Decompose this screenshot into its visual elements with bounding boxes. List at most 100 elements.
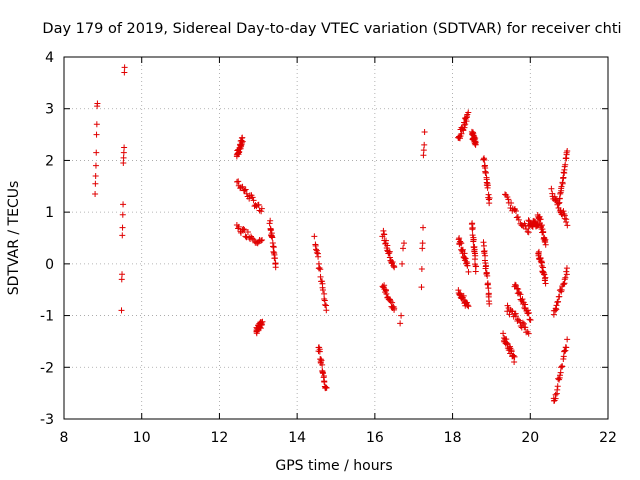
data-point xyxy=(242,186,249,193)
data-point xyxy=(561,215,568,222)
data-point xyxy=(484,272,491,279)
y-axis-label: SDTVAR / TECUs xyxy=(6,181,22,296)
data-point xyxy=(272,264,279,271)
data-point xyxy=(525,330,532,337)
data-point xyxy=(517,319,524,326)
data-point xyxy=(481,250,488,257)
data-point xyxy=(519,319,526,326)
data-point xyxy=(419,240,426,247)
data-point xyxy=(461,122,468,129)
data-point xyxy=(537,216,544,223)
data-point xyxy=(510,352,517,359)
x-tick-label: 16 xyxy=(366,430,384,446)
data-point xyxy=(512,281,519,288)
data-point xyxy=(465,109,472,116)
data-point xyxy=(383,237,390,244)
data-point xyxy=(120,154,127,161)
data-point xyxy=(563,216,570,223)
data-point xyxy=(552,391,559,398)
data-point xyxy=(563,344,570,351)
data-point xyxy=(235,223,242,230)
data-point xyxy=(542,239,549,246)
grid-lines xyxy=(64,57,608,419)
y-tick-label: 0 xyxy=(45,257,54,273)
data-point xyxy=(485,285,492,292)
y-tick-label: 3 xyxy=(45,102,54,118)
data-point xyxy=(525,217,532,224)
data-point xyxy=(317,266,324,273)
data-point xyxy=(315,253,322,260)
data-point xyxy=(512,207,519,214)
data-point xyxy=(397,320,404,327)
data-point xyxy=(400,245,407,252)
data-point xyxy=(93,149,100,156)
data-point xyxy=(386,254,393,261)
data-point xyxy=(512,282,519,289)
data-point xyxy=(391,305,398,312)
data-point xyxy=(560,169,567,176)
data-point xyxy=(321,378,328,385)
data-point xyxy=(465,303,472,310)
data-point xyxy=(464,262,471,269)
data-point xyxy=(120,160,127,167)
data-point xyxy=(321,295,328,302)
data-point xyxy=(237,229,244,236)
data-point xyxy=(472,268,479,275)
data-point xyxy=(316,264,323,271)
data-point xyxy=(320,373,327,380)
data-point xyxy=(118,276,125,283)
data-point xyxy=(525,309,532,316)
data-point xyxy=(421,141,428,148)
data-point xyxy=(239,183,246,190)
data-point xyxy=(323,307,330,314)
data-point xyxy=(92,172,99,179)
chart-title: Day 179 of 2019, Sidereal Day-to-day VTE… xyxy=(42,21,621,37)
data-point xyxy=(541,271,548,278)
data-point xyxy=(564,336,571,343)
data-point xyxy=(120,149,127,156)
data-point xyxy=(480,156,487,163)
data-point xyxy=(267,217,274,224)
data-point xyxy=(514,285,521,292)
data-point xyxy=(319,361,326,368)
data-point xyxy=(271,255,278,262)
data-point xyxy=(380,227,387,234)
data-point xyxy=(511,359,518,366)
x-tick-label: 8 xyxy=(60,430,69,446)
data-point xyxy=(383,290,390,297)
data-point xyxy=(320,370,327,377)
data-point xyxy=(121,69,128,76)
data-point xyxy=(420,147,427,154)
data-point xyxy=(462,121,469,128)
data-point xyxy=(508,199,515,206)
data-point xyxy=(118,307,125,314)
data-point xyxy=(486,300,493,307)
data-point xyxy=(462,255,469,262)
data-point xyxy=(459,246,466,253)
data-point xyxy=(486,200,493,207)
data-point xyxy=(241,187,248,194)
x-tick-label: 18 xyxy=(444,430,462,446)
data-point xyxy=(456,133,463,140)
data-point xyxy=(558,183,565,190)
data-point xyxy=(120,201,127,208)
data-point xyxy=(389,259,396,266)
data-point xyxy=(485,291,492,298)
data-point xyxy=(458,130,465,137)
data-point xyxy=(548,185,555,192)
data-point xyxy=(271,251,278,258)
data-point xyxy=(486,195,493,202)
data-point xyxy=(119,271,126,278)
data-point xyxy=(248,235,255,242)
y-tick-label: -2 xyxy=(40,360,54,376)
data-point xyxy=(270,243,277,250)
data-point xyxy=(313,249,320,256)
data-point xyxy=(550,311,557,318)
data-point xyxy=(401,240,407,247)
data-point xyxy=(419,245,426,252)
data-point xyxy=(554,386,561,393)
data-point xyxy=(318,357,325,364)
data-point xyxy=(266,220,273,227)
data-point xyxy=(517,291,524,298)
data-point xyxy=(564,148,571,155)
